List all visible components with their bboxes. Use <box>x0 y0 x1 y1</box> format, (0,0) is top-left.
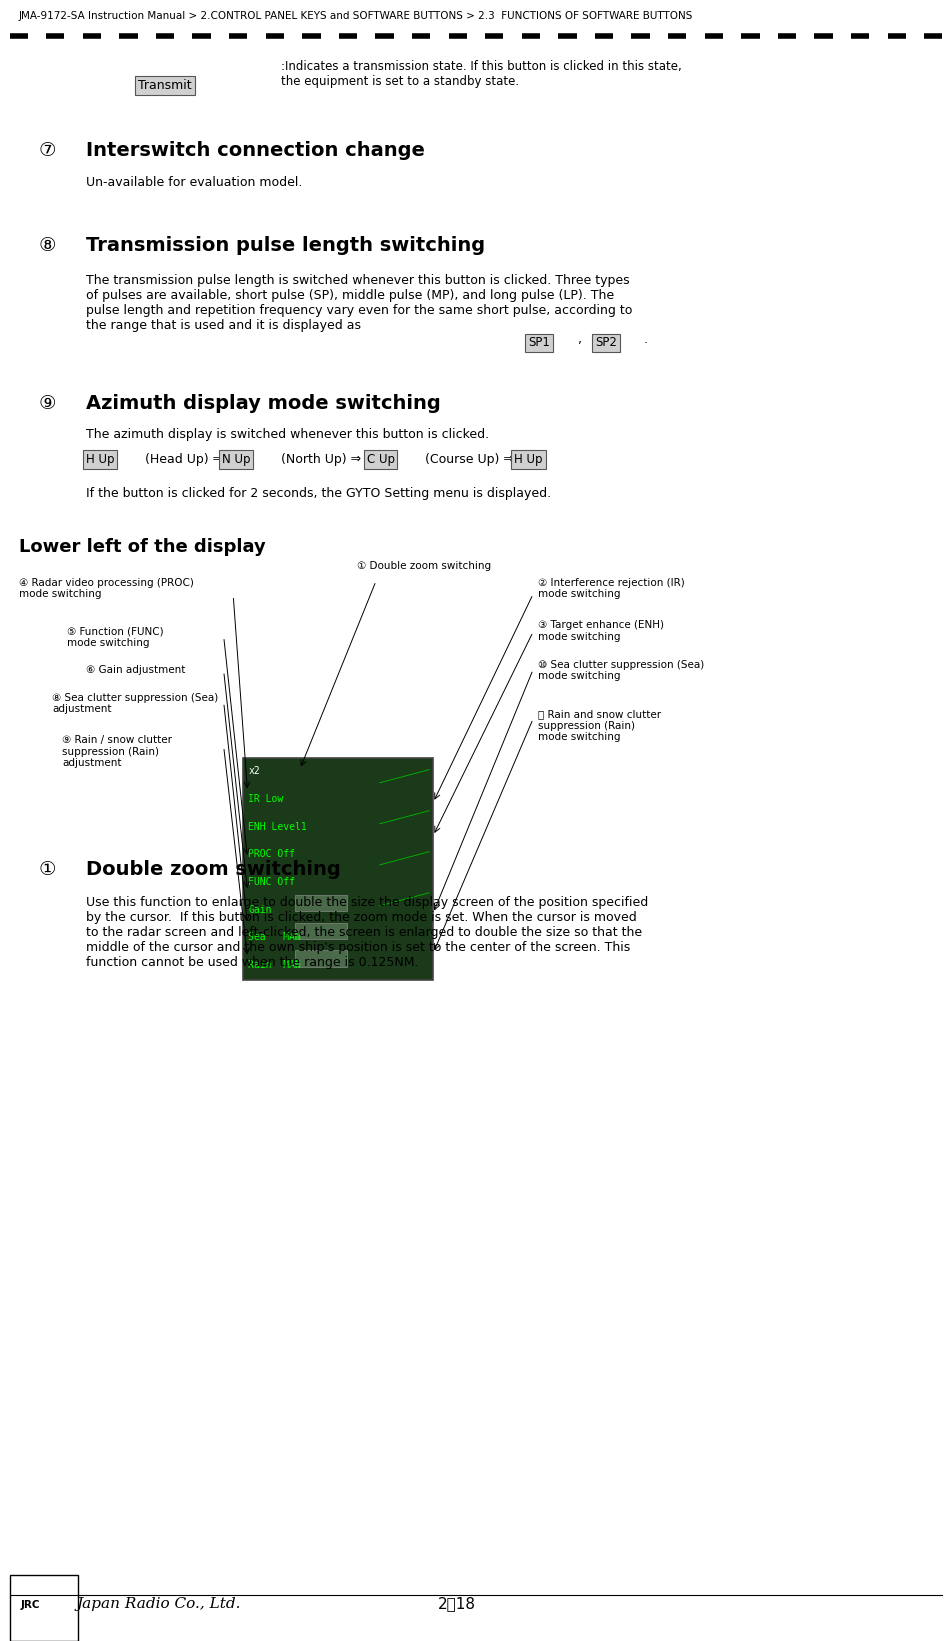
Text: Japan Radio Co., Ltd.: Japan Radio Co., Ltd. <box>76 1597 241 1611</box>
Text: H Up: H Up <box>514 453 543 466</box>
Text: The azimuth display is switched whenever this button is clicked.: The azimuth display is switched whenever… <box>86 428 488 441</box>
Text: Transmit: Transmit <box>138 79 191 92</box>
Text: N Up: N Up <box>222 453 250 466</box>
Text: Rain  MAN: Rain MAN <box>248 960 302 970</box>
Text: (Head Up) ⇒: (Head Up) ⇒ <box>145 453 223 466</box>
Text: ① Double zoom switching: ① Double zoom switching <box>357 561 491 571</box>
FancyBboxPatch shape <box>10 1575 78 1641</box>
Text: ⑧: ⑧ <box>38 236 55 256</box>
Text: ④ Radar video processing (PROC)
mode switching: ④ Radar video processing (PROC) mode swi… <box>19 578 194 599</box>
Text: SP1: SP1 <box>528 336 550 350</box>
Text: JMA-9172-SA Instruction Manual > 2.CONTROL PANEL KEYS and SOFTWARE BUTTONS > 2.3: JMA-9172-SA Instruction Manual > 2.CONTR… <box>19 11 693 21</box>
Text: C Up: C Up <box>367 453 394 466</box>
Text: ⑨: ⑨ <box>38 394 55 414</box>
Text: Double zoom switching: Double zoom switching <box>86 860 341 880</box>
Text: Transmission pulse length switching: Transmission pulse length switching <box>86 236 485 256</box>
Text: ② Interference rejection (IR)
mode switching: ② Interference rejection (IR) mode switc… <box>538 578 684 599</box>
Text: Un-available for evaluation model.: Un-available for evaluation model. <box>86 176 302 189</box>
Text: ⑦: ⑦ <box>38 141 55 161</box>
Text: x2: x2 <box>248 766 260 776</box>
Text: ⑨ Rain / snow clutter
suppression (Rain)
adjustment: ⑨ Rain / snow clutter suppression (Rain)… <box>62 735 172 768</box>
FancyBboxPatch shape <box>295 894 347 911</box>
Text: :Indicates a transmission state. If this button is clicked in this state,
the eq: :Indicates a transmission state. If this… <box>281 59 682 89</box>
Text: 2－18: 2－18 <box>438 1597 476 1611</box>
Text: PROC Off: PROC Off <box>248 850 295 860</box>
FancyBboxPatch shape <box>243 758 433 980</box>
Text: (North Up) ⇒: (North Up) ⇒ <box>281 453 361 466</box>
Text: The transmission pulse length is switched whenever this button is clicked. Three: The transmission pulse length is switche… <box>86 274 632 331</box>
Text: IR Low: IR Low <box>248 794 284 804</box>
Text: Interswitch connection change: Interswitch connection change <box>86 141 425 161</box>
Text: FUNC Off: FUNC Off <box>248 876 295 888</box>
Text: Use this function to enlarge to double the size the display screen of the positi: Use this function to enlarge to double t… <box>86 896 648 968</box>
Text: Lower left of the display: Lower left of the display <box>19 538 266 556</box>
FancyBboxPatch shape <box>295 922 347 939</box>
Text: Gain: Gain <box>248 904 272 914</box>
Text: ⑤ Function (FUNC)
mode switching: ⑤ Function (FUNC) mode switching <box>67 627 163 648</box>
FancyBboxPatch shape <box>295 950 347 967</box>
Text: ⑪ Rain and snow clutter
suppression (Rain)
mode switching: ⑪ Rain and snow clutter suppression (Rai… <box>538 709 661 742</box>
Text: ⑥ Gain adjustment: ⑥ Gain adjustment <box>86 665 185 674</box>
Text: JRC: JRC <box>21 1600 40 1610</box>
Text: ③ Target enhance (ENH)
mode switching: ③ Target enhance (ENH) mode switching <box>538 620 664 642</box>
Text: ,: , <box>578 333 582 346</box>
Text: ⑩ Sea clutter suppression (Sea)
mode switching: ⑩ Sea clutter suppression (Sea) mode swi… <box>538 660 704 681</box>
Text: Sea   MAN: Sea MAN <box>248 932 302 942</box>
Text: (Course Up) ⇒: (Course Up) ⇒ <box>425 453 513 466</box>
Text: .: . <box>644 333 647 346</box>
Text: SP2: SP2 <box>595 336 617 350</box>
Text: H Up: H Up <box>86 453 114 466</box>
Text: ①: ① <box>38 860 55 880</box>
Text: Azimuth display mode switching: Azimuth display mode switching <box>86 394 441 414</box>
Text: ENH Level1: ENH Level1 <box>248 822 307 832</box>
Text: If the button is clicked for 2 seconds, the GYTO Setting menu is displayed.: If the button is clicked for 2 seconds, … <box>86 487 551 501</box>
Text: ⑧ Sea clutter suppression (Sea)
adjustment: ⑧ Sea clutter suppression (Sea) adjustme… <box>52 693 219 714</box>
